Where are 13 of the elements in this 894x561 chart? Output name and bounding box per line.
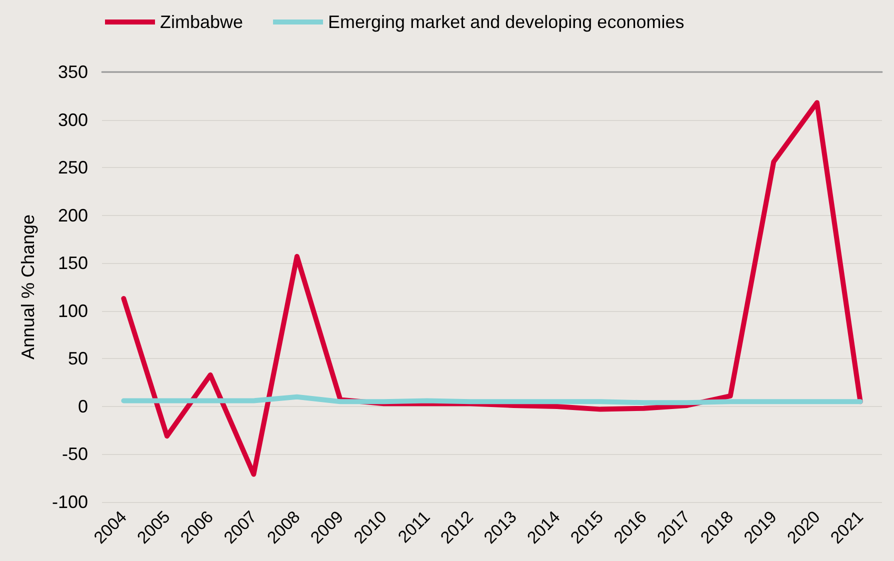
legend-label: Zimbabwe: [160, 12, 244, 32]
y-tick-label: 0: [78, 396, 88, 416]
y-tick-label: -50: [62, 444, 88, 464]
y-tick-label: 350: [58, 62, 88, 82]
y-tick-label: 250: [58, 158, 88, 178]
y-tick-label: 200: [58, 205, 88, 226]
y-tick-label: 150: [58, 253, 88, 274]
y-tick-label: -100: [52, 492, 88, 512]
y-tick-label: 100: [58, 300, 88, 321]
y-axis-title: Annual % Change: [18, 214, 38, 360]
y-tick-label: 50: [68, 348, 88, 369]
legend-label: Emerging market and developing economies: [328, 12, 684, 32]
y-tick-label: 300: [58, 110, 88, 130]
